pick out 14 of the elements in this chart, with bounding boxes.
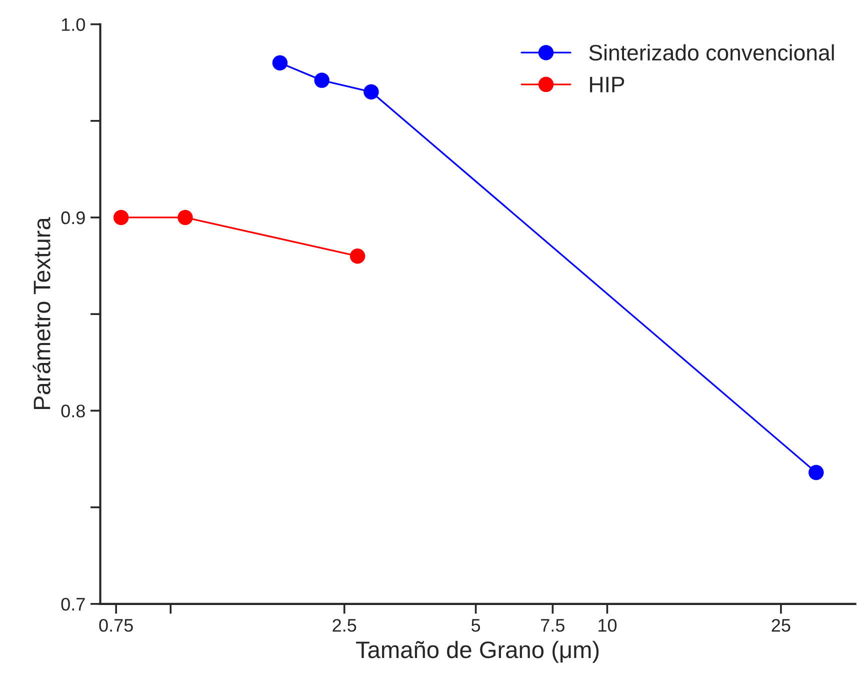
x-tick-label: 25 — [772, 618, 790, 632]
x-tick-label: 10 — [598, 618, 617, 632]
y-tick-label: 0.8 — [61, 404, 85, 418]
y-tick-label: 0.7 — [61, 598, 85, 611]
x-tick-label: 5 — [471, 619, 480, 632]
y-axis-title: Parámetro Textura — [32, 217, 50, 410]
x-axis-title: Tamaño de Grano (μm) — [356, 640, 599, 663]
legend-label: HIP — [590, 76, 624, 92]
y-tick-label: 0.9 — [61, 211, 85, 224]
x-tick-label: 7.5 — [541, 619, 564, 632]
y-tick-label: 1.0 — [62, 18, 85, 31]
x-tick-label: 2.5 — [332, 618, 356, 632]
legend-label: Sinterizado convencional — [589, 44, 834, 61]
x-tick-label: 0.75 — [99, 618, 133, 632]
